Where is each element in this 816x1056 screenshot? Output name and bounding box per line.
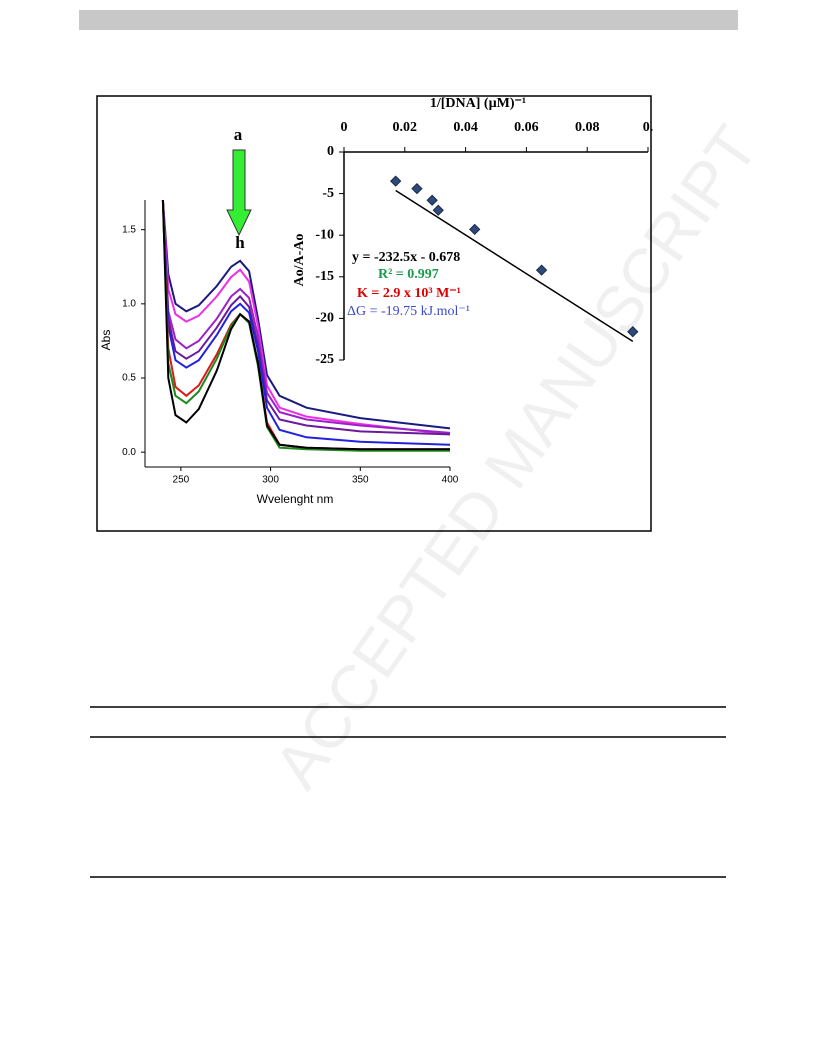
y-tick-label: -10 bbox=[315, 227, 334, 242]
main-chart: 250 300 350 400 0.0 0.5 1.0 1.5 Wvelenght nm Abs a… bbox=[99, 125, 459, 506]
data-point bbox=[535, 264, 548, 276]
fit-line bbox=[395, 189, 634, 343]
spectrum-line bbox=[161, 199, 451, 436]
data-point bbox=[627, 326, 639, 338]
y-tick-label: 1.5 bbox=[122, 224, 136, 235]
header-bar bbox=[79, 10, 738, 30]
y-tick-label: -15 bbox=[315, 269, 334, 284]
data-point bbox=[469, 223, 481, 236]
x-tick-label: 350 bbox=[352, 475, 369, 486]
data-point bbox=[390, 175, 402, 187]
spectrum-line bbox=[161, 199, 451, 430]
data-point bbox=[411, 182, 423, 195]
x-tick-label: 0.06 bbox=[514, 120, 539, 135]
x-tick-label: 300 bbox=[262, 475, 279, 486]
fit-annotation: y = -232.5x - 0.678 bbox=[352, 250, 460, 265]
y-tick-label: 0.0 bbox=[122, 447, 136, 458]
x-axis-label: 1/[DNA] (µM)⁻¹ bbox=[430, 96, 526, 111]
arrow-label: h bbox=[235, 233, 245, 252]
spectrum-line bbox=[161, 199, 450, 451]
fit-annotation: K = 2.9 x 10³ M⁻¹ bbox=[357, 286, 461, 301]
y-tick-label: -25 bbox=[315, 352, 334, 367]
arrow-label: a bbox=[234, 125, 243, 144]
plot-area bbox=[161, 199, 451, 452]
y-tick-label: 0 bbox=[327, 144, 334, 159]
spectrum-line bbox=[161, 199, 451, 436]
x-tick-label: 0.02 bbox=[393, 120, 418, 135]
x-axis-label: Wvelenght nm bbox=[257, 492, 334, 506]
inset-background bbox=[292, 98, 648, 366]
x-tick-label: 0.04 bbox=[453, 120, 478, 135]
x-tick-label: 0.08 bbox=[575, 120, 600, 135]
data-point bbox=[432, 204, 444, 216]
x-tick-label: 400 bbox=[442, 475, 459, 486]
data-point bbox=[426, 194, 438, 206]
y-axis-label: Abs bbox=[99, 330, 113, 351]
inset-chart: 0 0.02 0.04 0.06 0.08 0. 0 -5 -10 -15 -20 -25 1/[DNA… bbox=[292, 96, 653, 367]
arrow bbox=[226, 149, 252, 237]
x-tick-label: 0 bbox=[341, 120, 348, 135]
spectrum-line bbox=[161, 199, 451, 446]
y-tick-label: -5 bbox=[322, 186, 334, 201]
y-tick-label: 0.5 bbox=[122, 373, 136, 384]
fit-annotation: R² = 0.997 bbox=[378, 267, 439, 282]
y-axis-label: Ao/A-Ao bbox=[292, 234, 307, 287]
x-tick-label: 250 bbox=[173, 475, 190, 486]
spectrum-line bbox=[161, 199, 451, 434]
y-tick-label: 1.0 bbox=[122, 298, 136, 309]
y-tick-label: -20 bbox=[315, 311, 334, 326]
fit-annotation: ΔG = -19.75 kJ.mol⁻¹ bbox=[347, 304, 470, 319]
x-tick-label: 0. bbox=[643, 120, 654, 135]
